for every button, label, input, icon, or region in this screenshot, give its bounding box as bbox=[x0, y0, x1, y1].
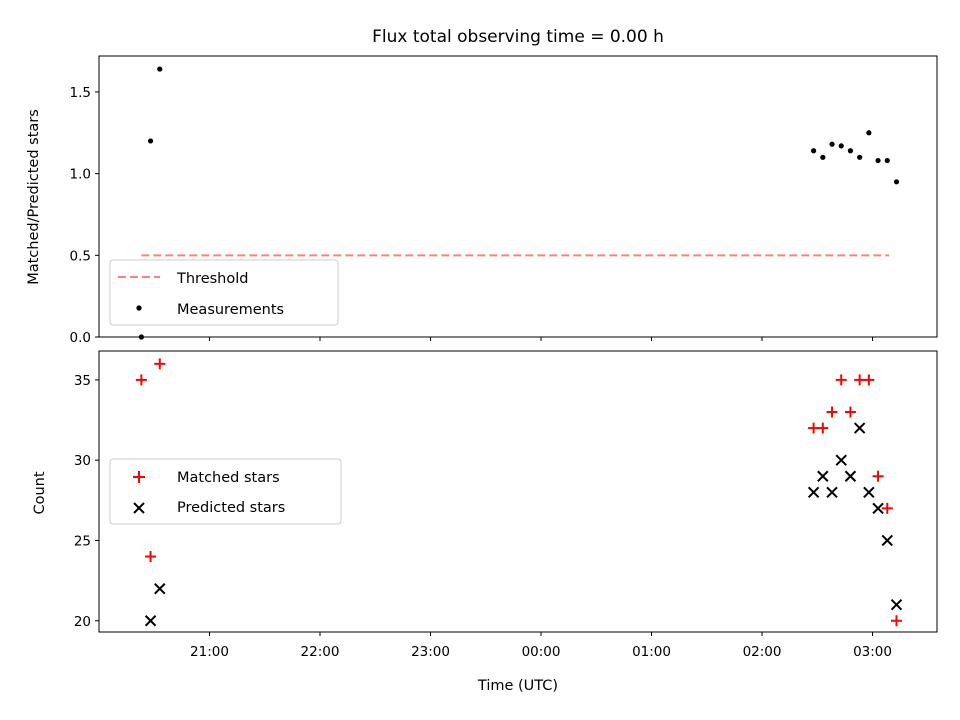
xtick-label-6: 03:00 bbox=[853, 644, 892, 660]
xtick-label-3: 00:00 bbox=[522, 644, 561, 660]
top-ytick-label-2: 1.0 bbox=[70, 167, 91, 183]
bottom-ylabel: Count bbox=[32, 471, 48, 514]
bottom-plot-area: 20 25 30 35 21:00 22:00 23:00 00:00 01:00 02:00 03… bbox=[74, 358, 903, 660]
bottom-ytick-label-0: 20 bbox=[74, 614, 91, 630]
legend-matched-label: Matched stars bbox=[177, 470, 280, 486]
legend-measurements-swatch bbox=[136, 305, 142, 311]
top-legend: Threshold Measurements bbox=[109, 259, 339, 326]
bottom-predicted-stars-point-5 bbox=[835, 454, 847, 466]
top-measurements-point-11 bbox=[884, 157, 890, 164]
top-measurements-point-6 bbox=[838, 143, 844, 149]
xtick-label-0: 21:00 bbox=[190, 644, 229, 660]
top-plot-area: 0.0 0.5 1.0 1.5 bbox=[70, 66, 900, 346]
bottom-matched-stars-point-8 bbox=[854, 374, 866, 386]
top-legend-box bbox=[109, 259, 339, 326]
legend-threshold-label: Threshold bbox=[176, 271, 248, 287]
bottom-matched-stars-point-5 bbox=[826, 406, 838, 418]
top-measurements-point-12 bbox=[893, 179, 900, 185]
bottom-matched-stars-point-2 bbox=[154, 358, 166, 370]
bottom-legend: Matched stars Predicted stars bbox=[109, 458, 342, 525]
top-measurements-point-3 bbox=[811, 148, 817, 154]
bottom-xlabel: Time (UTC) bbox=[477, 678, 558, 694]
xtick-label-1: 22:00 bbox=[301, 644, 340, 660]
bottom-panel: 20 25 30 35 21:00 22:00 23:00 00:00 01:00 02:00 03… bbox=[32, 350, 938, 694]
bottom-matched-stars-point-10 bbox=[872, 470, 884, 482]
top-ytick-label-3: 1.5 bbox=[70, 85, 91, 101]
top-measurements-point-9 bbox=[866, 130, 872, 136]
top-ytick-label-1: 0.5 bbox=[70, 248, 91, 264]
legend-matched-swatch bbox=[133, 471, 145, 483]
bottom-matched-stars-point-7 bbox=[844, 406, 856, 418]
bottom-predicted-stars-point-3 bbox=[817, 470, 829, 482]
bottom-matched-stars-point-12 bbox=[890, 615, 902, 627]
xtick-label-5: 02:00 bbox=[743, 644, 782, 660]
top-ylabel: Matched/Predicted stars bbox=[26, 109, 42, 285]
bottom-ytick-label-2: 30 bbox=[74, 453, 91, 469]
legend-predicted-label: Predicted stars bbox=[177, 500, 285, 516]
bottom-predicted-stars-point-4 bbox=[826, 486, 838, 499]
legend-predicted-swatch bbox=[133, 502, 145, 514]
bottom-predicted-stars-point-6 bbox=[844, 470, 857, 482]
top-axes-frame bbox=[98, 55, 938, 338]
bottom-matched-stars-point-1 bbox=[145, 551, 157, 563]
xtick-label-4: 01:00 bbox=[632, 644, 671, 660]
bottom-matched-stars-point-9 bbox=[863, 374, 875, 386]
legend-measurements-label: Measurements bbox=[177, 302, 284, 318]
top-measurements-point-7 bbox=[847, 148, 854, 154]
top-measurements-point-4 bbox=[820, 154, 826, 160]
top-measurements-point-1 bbox=[147, 138, 154, 144]
bottom-predicted-stars-point-2 bbox=[807, 486, 820, 499]
bottom-axes-frame bbox=[98, 350, 938, 633]
chart-title: Flux total observing time = 0.00 h bbox=[372, 27, 664, 47]
xtick-label-2: 23:00 bbox=[411, 644, 450, 660]
bottom-ytick-label-1: 25 bbox=[74, 533, 91, 549]
bottom-predicted-stars-point-7 bbox=[853, 422, 866, 434]
top-measurements-point-5 bbox=[829, 141, 835, 147]
top-measurements-point-10 bbox=[875, 157, 881, 164]
bottom-matched-stars-point-11 bbox=[881, 502, 893, 514]
bottom-matched-stars-point-3 bbox=[808, 422, 820, 434]
bottom-predicted-stars-point-0 bbox=[144, 615, 157, 627]
top-measurements-point-8 bbox=[857, 154, 863, 160]
top-ytick-label-0: 0.0 bbox=[70, 330, 91, 346]
bottom-predicted-stars-point-9 bbox=[872, 502, 884, 515]
bottom-matched-stars-point-0 bbox=[135, 374, 147, 386]
bottom-legend-box bbox=[109, 458, 342, 525]
bottom-predicted-stars-point-10 bbox=[881, 534, 893, 547]
bottom-ytick-label-3: 35 bbox=[74, 373, 91, 389]
bottom-matched-stars-point-6 bbox=[835, 374, 847, 386]
top-panel: 0.0 0.5 1.0 1.5 Matched/Predicted stars Thr… bbox=[26, 55, 938, 346]
bottom-predicted-stars-point-8 bbox=[863, 486, 875, 499]
top-measurements-point-2 bbox=[157, 66, 163, 72]
bottom-predicted-stars-point-11 bbox=[890, 598, 903, 611]
bottom-matched-stars-point-4 bbox=[817, 422, 829, 434]
bottom-predicted-stars-point-1 bbox=[154, 582, 166, 595]
